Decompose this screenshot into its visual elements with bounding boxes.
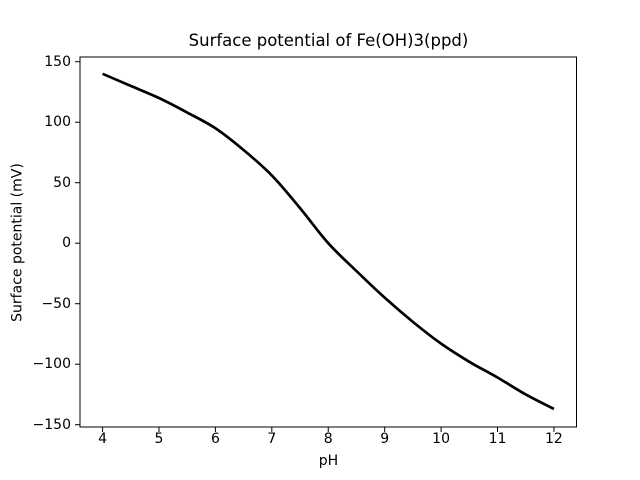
- y-tick-label: 100: [44, 114, 71, 131]
- x-tick-label: 9: [380, 431, 390, 447]
- data-curve: [102, 72, 555, 411]
- x-tick-label: 4: [98, 431, 108, 447]
- y-tick-label: −100: [32, 356, 71, 373]
- chart-title: Surface potential of Fe(OH)3(ppd): [188, 31, 469, 50]
- x-tick-label: 7: [267, 431, 277, 447]
- y-tick-label: 150: [44, 53, 71, 70]
- x-tick-label: 10: [432, 431, 450, 447]
- x-tick-label: 6: [210, 431, 220, 447]
- y-tick-label: 50: [53, 174, 71, 191]
- x-axis-label: pH: [318, 453, 339, 469]
- y-tick-label: −150: [32, 416, 71, 433]
- x-tick-label: 12: [545, 431, 563, 447]
- x-tick-label: 8: [323, 431, 333, 447]
- y-tick-label: −50: [41, 295, 71, 312]
- y-tick-label: 0: [62, 235, 71, 252]
- x-tick-label: 11: [488, 431, 507, 447]
- x-tick-label: 5: [154, 431, 164, 447]
